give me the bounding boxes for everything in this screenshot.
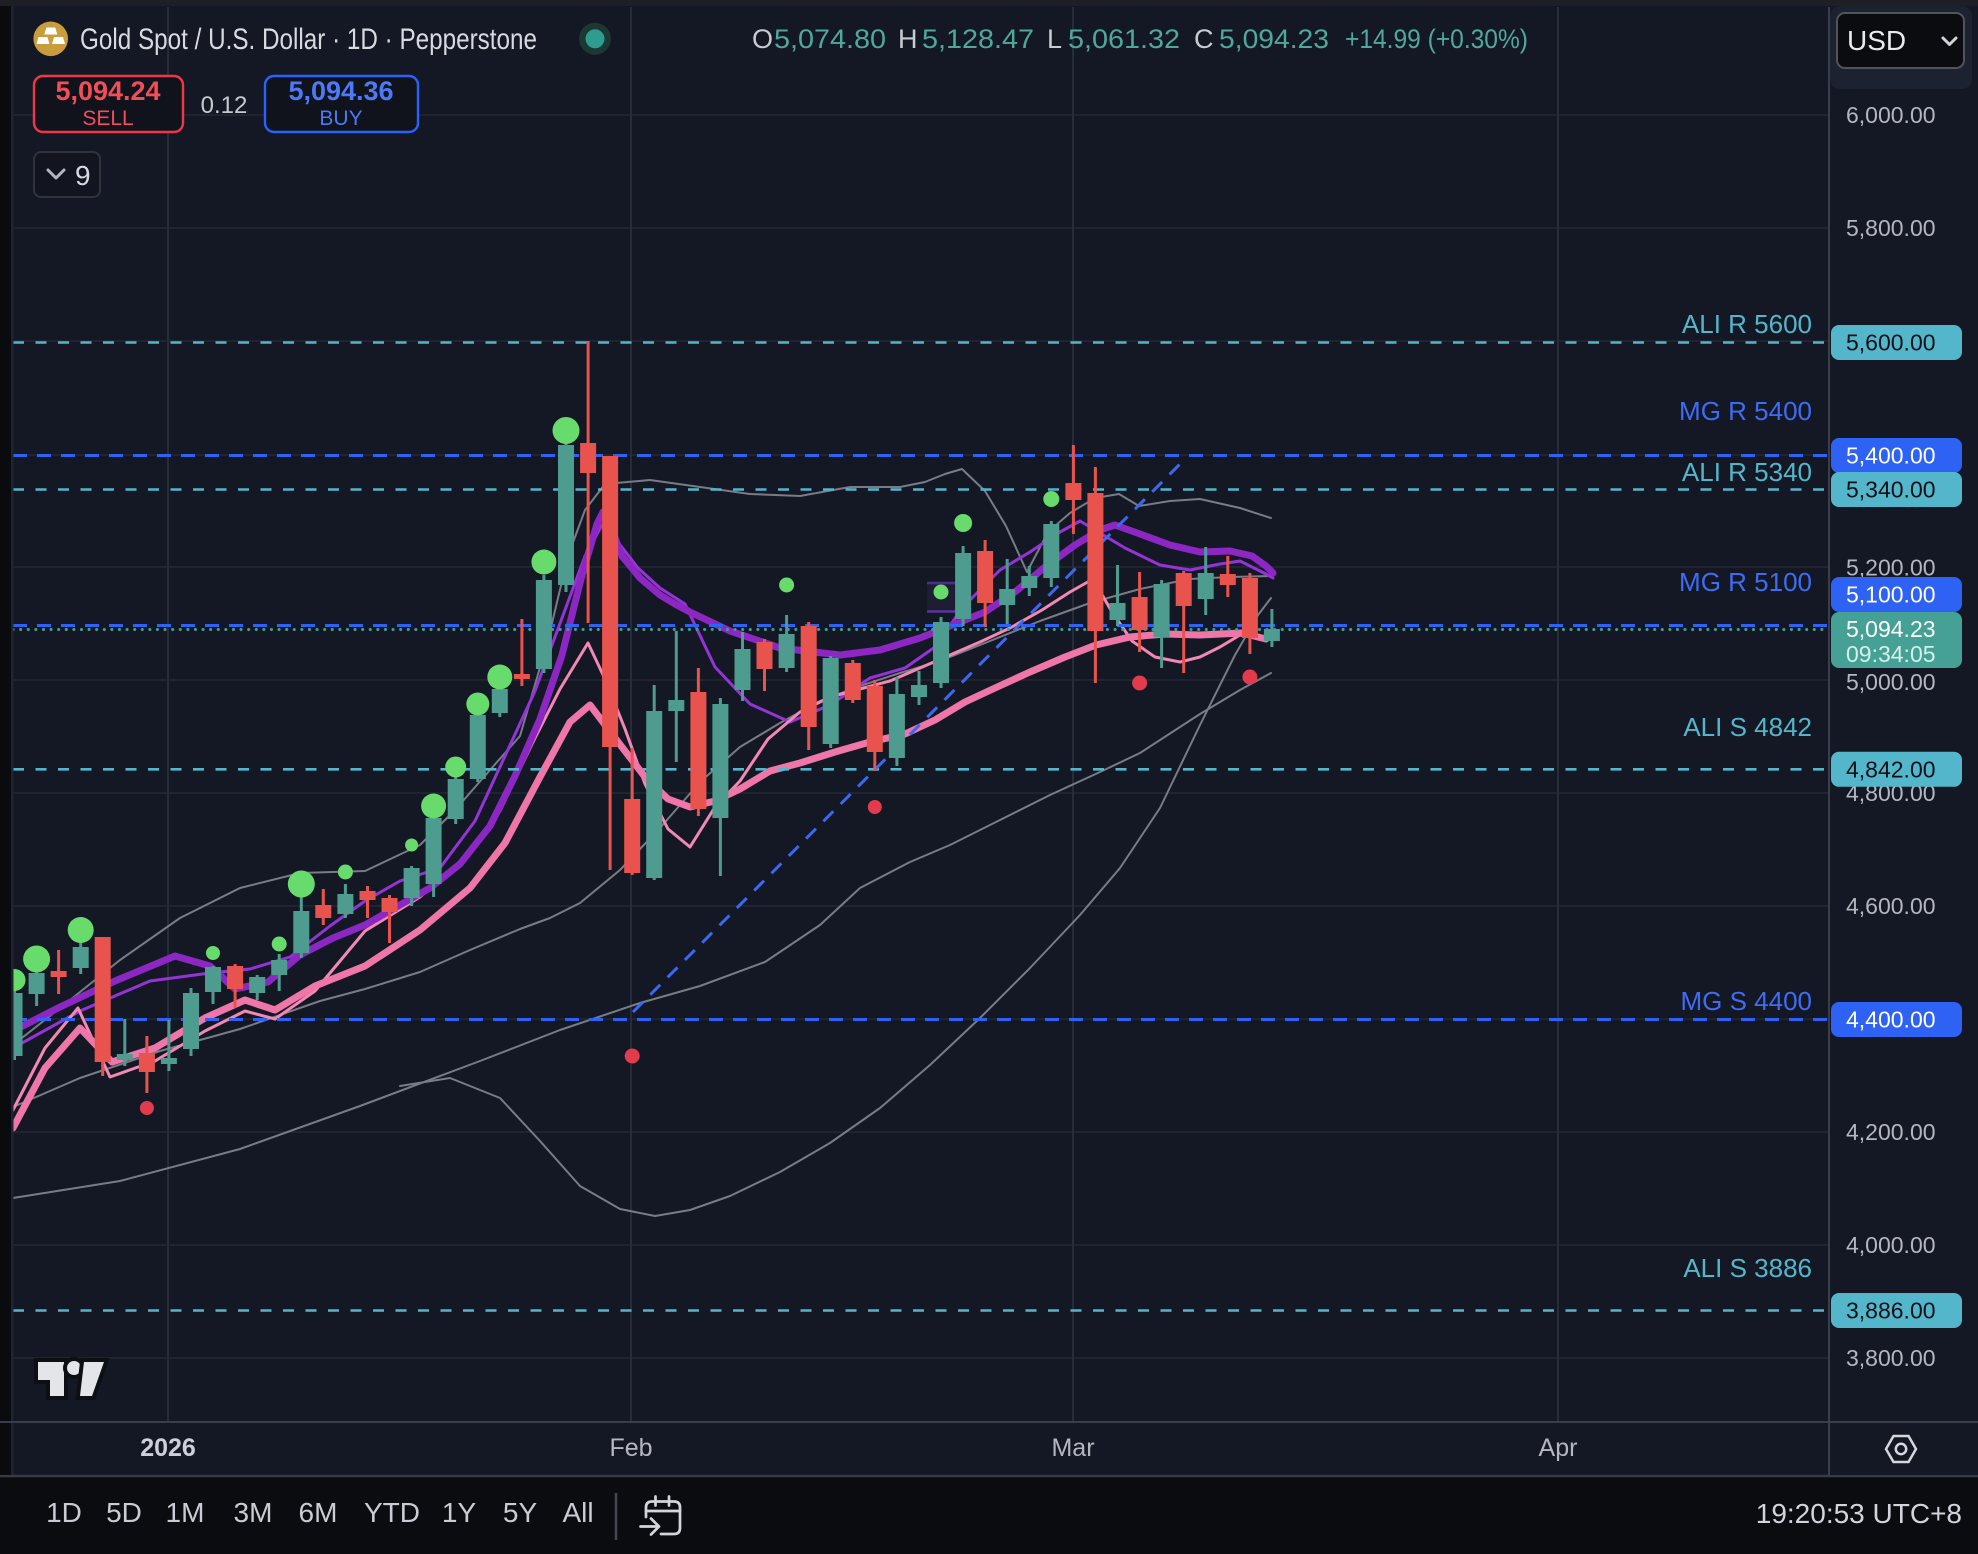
svg-text:Gold Spot / U.S. Dollar · 1D ·: Gold Spot / U.S. Dollar · 1D · Peppersto… — [80, 23, 537, 56]
svg-text:5,340.00: 5,340.00 — [1846, 477, 1936, 503]
svg-text:5,400.00: 5,400.00 — [1846, 443, 1936, 469]
svg-text:1D: 1D — [46, 1497, 82, 1528]
svg-text:1M: 1M — [166, 1497, 205, 1528]
svg-text:3,800.00: 3,800.00 — [1846, 1345, 1936, 1371]
svg-text:+14.99 (+0.30%): +14.99 (+0.30%) — [1345, 24, 1528, 54]
svg-text:9: 9 — [75, 160, 91, 191]
svg-text:MG S 4400: MG S 4400 — [1680, 986, 1812, 1016]
svg-text:5,074.80: 5,074.80 — [774, 24, 886, 54]
svg-text:ALI S 4842: ALI S 4842 — [1683, 712, 1812, 742]
svg-text:5,094.36: 5,094.36 — [288, 76, 393, 106]
svg-text:MG R 5400: MG R 5400 — [1679, 396, 1812, 426]
svg-text:4,000.00: 4,000.00 — [1846, 1232, 1936, 1258]
svg-text:6,000.00: 6,000.00 — [1846, 102, 1936, 128]
svg-text:MG R 5100: MG R 5100 — [1679, 567, 1812, 597]
svg-text:5,061.32: 5,061.32 — [1068, 24, 1180, 54]
svg-text:4,400.00: 4,400.00 — [1846, 1007, 1936, 1033]
svg-text:ALI R 5600: ALI R 5600 — [1682, 309, 1812, 339]
svg-text:3M: 3M — [234, 1497, 273, 1528]
svg-text:C: C — [1194, 24, 1214, 54]
svg-text:19:20:53 UTC+8: 19:20:53 UTC+8 — [1756, 1498, 1962, 1529]
svg-text:4,600.00: 4,600.00 — [1846, 893, 1936, 919]
svg-text:Mar: Mar — [1051, 1434, 1094, 1462]
svg-text:0.12: 0.12 — [201, 92, 248, 119]
svg-text:5,000.00: 5,000.00 — [1846, 669, 1936, 695]
svg-text:All: All — [562, 1497, 593, 1528]
svg-text:YTD: YTD — [364, 1497, 420, 1528]
svg-text:5,100.00: 5,100.00 — [1846, 582, 1936, 608]
svg-text:O: O — [752, 24, 773, 54]
svg-text:USD: USD — [1847, 25, 1906, 56]
svg-text:SELL: SELL — [82, 107, 133, 130]
svg-text:H: H — [898, 24, 918, 54]
svg-text:5,200.00: 5,200.00 — [1846, 555, 1936, 581]
svg-text:Apr: Apr — [1539, 1434, 1578, 1462]
svg-text:1Y: 1Y — [442, 1497, 477, 1528]
svg-text:09:34:05: 09:34:05 — [1846, 641, 1936, 667]
svg-text:L: L — [1047, 24, 1062, 54]
svg-text:5,800.00: 5,800.00 — [1846, 215, 1936, 241]
svg-text:6M: 6M — [299, 1497, 338, 1528]
svg-text:5,094.23: 5,094.23 — [1846, 616, 1936, 642]
svg-text:5,128.47: 5,128.47 — [922, 24, 1034, 54]
svg-text:ALI R 5340: ALI R 5340 — [1682, 457, 1812, 487]
svg-text:2026: 2026 — [140, 1434, 196, 1462]
svg-text:5D: 5D — [106, 1497, 142, 1528]
svg-text:5,094.24: 5,094.24 — [55, 76, 160, 106]
svg-text:ALI S 3886: ALI S 3886 — [1683, 1253, 1812, 1283]
svg-text:3,886.00: 3,886.00 — [1846, 1298, 1936, 1324]
svg-text:BUY: BUY — [319, 107, 362, 130]
svg-text:5,600.00: 5,600.00 — [1846, 330, 1936, 356]
svg-text:Feb: Feb — [609, 1434, 652, 1462]
svg-text:4,842.00: 4,842.00 — [1846, 756, 1936, 782]
svg-text:4,200.00: 4,200.00 — [1846, 1119, 1936, 1145]
svg-text:5,094.23: 5,094.23 — [1219, 24, 1329, 54]
svg-text:5Y: 5Y — [503, 1497, 538, 1528]
